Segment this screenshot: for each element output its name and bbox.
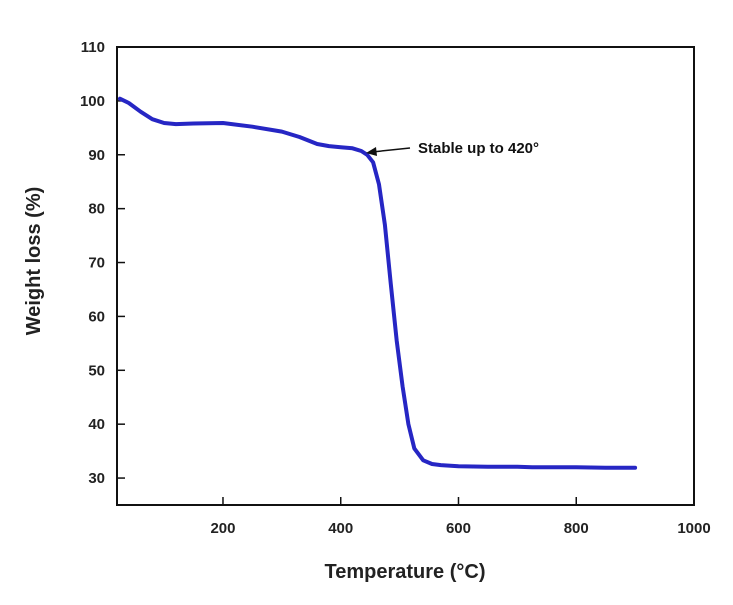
y-tick-label: 100 <box>80 93 105 110</box>
y-tick-label: 60 <box>88 308 105 325</box>
series-layer <box>117 96 638 470</box>
x-tick-label: 600 <box>446 520 471 537</box>
y-tick-label: 70 <box>88 255 105 272</box>
annotation-arrow-head <box>366 147 377 156</box>
x-tick-label: 1000 <box>677 520 710 537</box>
x-axis-title: Temperature (°C) <box>325 561 486 583</box>
y-tick-label: 30 <box>88 470 105 487</box>
x-axis-ticks <box>222 497 695 505</box>
annotation-arrow-line <box>371 147 411 153</box>
x-tick-label: 200 <box>210 520 235 537</box>
y-axis-tick-labels: 30 40 50 60 70 80 90 100 110 <box>80 39 105 487</box>
y-tick-label: 50 <box>88 362 105 379</box>
x-axis-tick-labels: 200 400 600 800 1000 <box>210 520 710 537</box>
y-axis-title: Weight loss (%) <box>23 187 45 336</box>
x-tick-label: 800 <box>564 520 589 537</box>
series-line-tga <box>117 96 638 470</box>
annotation-layer: Stable up to 420° <box>366 140 539 157</box>
x-tick-label: 400 <box>328 520 353 537</box>
plot-frame <box>116 46 695 506</box>
annotation-text: Stable up to 420° <box>418 140 539 157</box>
y-tick-label: 90 <box>88 147 105 164</box>
y-tick-label: 40 <box>88 416 105 433</box>
y-tick-label: 110 <box>81 39 105 56</box>
y-tick-label: 80 <box>88 201 105 218</box>
y-axis-ticks <box>117 46 125 479</box>
